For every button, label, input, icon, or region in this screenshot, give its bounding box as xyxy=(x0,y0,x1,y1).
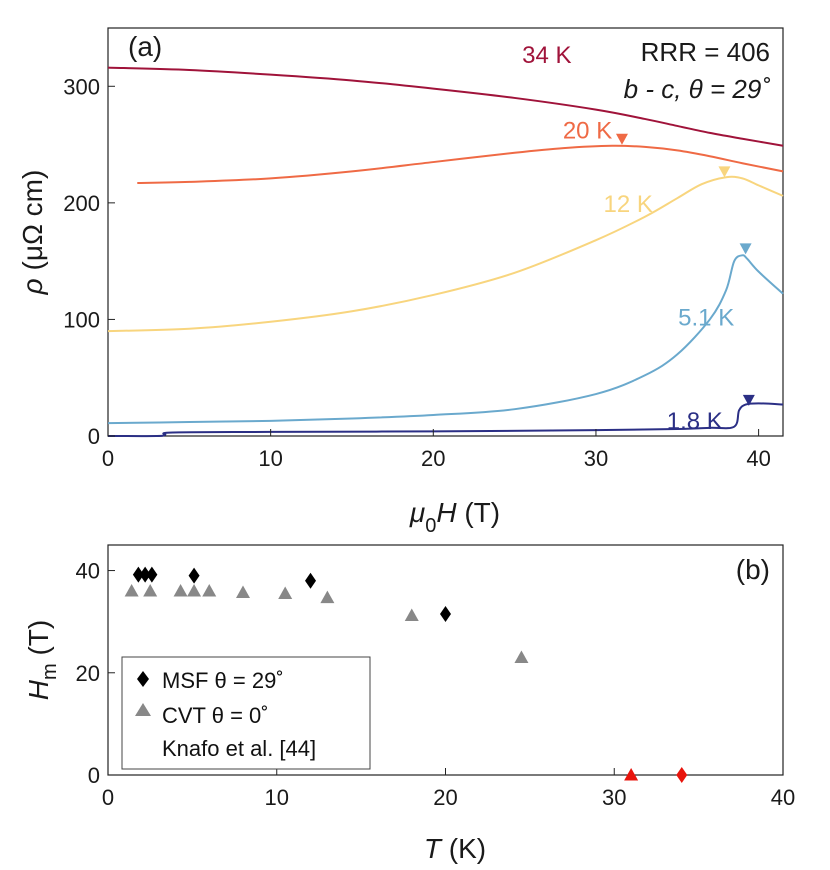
panel-b-label: (b) xyxy=(736,554,770,585)
series-label: 5.1 K xyxy=(678,304,734,331)
series-label: 1.8 K xyxy=(667,408,723,435)
b-xtick-label: 30 xyxy=(602,785,626,810)
series-label: 12 K xyxy=(604,191,653,218)
panel-b-ylabel: Hm (T) xyxy=(23,620,61,700)
data-point-diamond xyxy=(146,566,158,583)
data-point-triangle xyxy=(143,584,158,597)
b-xtick-label: 20 xyxy=(433,785,457,810)
anomaly-marker xyxy=(718,166,731,178)
legend-diamond-marker xyxy=(137,671,149,687)
ylabel-rho: ρ xyxy=(17,278,48,295)
panel-a: 34 K 20 K 12 K 5.1 K 1.8 K 0 10 20 30 40 0 100 200 3… xyxy=(17,27,784,537)
legend-triangle-marker xyxy=(135,703,151,716)
b-xtick-label: 0 xyxy=(102,785,114,810)
data-point-diamond xyxy=(440,606,451,622)
data-point-diamond xyxy=(132,566,144,583)
b-xtick-label: 40 xyxy=(771,785,795,810)
xlabel-T: T xyxy=(424,833,443,864)
legend-entry-cvt: CVT θ = 0˚ xyxy=(162,703,269,728)
legend-entry-knafo: Knafo et al. [44] xyxy=(162,736,316,761)
data-point-triangle xyxy=(278,586,293,600)
ylabel-unit: (μΩ cm) xyxy=(17,170,48,279)
xlabel-sub: 0 xyxy=(425,515,436,537)
xlabel-T-unit: (K) xyxy=(441,833,486,864)
a-xtick-label: 10 xyxy=(258,446,282,471)
data-point-diamond xyxy=(305,572,316,589)
series-line-34-K xyxy=(107,66,784,147)
data-point-diamond xyxy=(676,767,688,783)
legend-entry-msf: MSF θ = 29˚ xyxy=(162,668,284,693)
legend: MSF θ = 29˚ CVT θ = 0˚ Knafo et al. [44] xyxy=(121,656,371,770)
a-ytick-label: 300 xyxy=(63,74,100,99)
a-xtick-label: 20 xyxy=(421,446,445,471)
data-point-triangle xyxy=(404,608,419,622)
panel-b-xlabel: T (K) xyxy=(424,833,486,864)
data-point-triangle xyxy=(173,584,188,597)
series-label: 20 K xyxy=(563,118,612,145)
b-ytick-label: 20 xyxy=(76,661,100,686)
panel-a-xlabel: μ0H (T) xyxy=(409,497,500,537)
data-point-triangle xyxy=(124,584,139,597)
data-point-triangle xyxy=(187,584,202,597)
a-xtick-label: 40 xyxy=(746,446,770,471)
b-xtick-label: 10 xyxy=(265,785,289,810)
panel-a-label: (a) xyxy=(128,31,162,62)
ylabel-H: H xyxy=(23,679,54,700)
ylabel-sub: m xyxy=(39,663,61,680)
xlabel-unit: (T) xyxy=(457,497,501,528)
series-label: 34 K xyxy=(522,42,571,69)
a-ytick-label: 0 xyxy=(88,424,100,449)
a-xtick-label: 0 xyxy=(102,446,114,471)
series-line-12-K xyxy=(107,175,784,333)
data-point-triangle xyxy=(320,590,335,604)
xlabel-var: H xyxy=(436,497,457,528)
anomaly-marker xyxy=(739,243,752,255)
b-ytick-label: 0 xyxy=(88,763,100,788)
panel-a-frame xyxy=(107,27,784,437)
data-point-triangle xyxy=(514,650,529,663)
data-point-diamond xyxy=(139,566,151,583)
a-ytick-label: 200 xyxy=(63,191,100,216)
ylabel-H-unit: (T) xyxy=(23,620,54,664)
series-line-20-K xyxy=(137,144,784,185)
a-xtick-label: 30 xyxy=(584,446,608,471)
a-ytick-label: 100 xyxy=(63,307,100,332)
panel-b: 0 10 20 30 40 0 20 40 (b) MSF θ = 29˚ CVT θ = 0… xyxy=(23,544,795,864)
anomaly-marker xyxy=(615,133,628,145)
anomaly-marker xyxy=(742,394,755,406)
orientation-annotation: b - c, θ = 29˚ xyxy=(624,74,771,104)
panel-a-ylabel: ρ (μΩ cm) xyxy=(17,170,48,296)
rrr-annotation: RRR = 406 xyxy=(641,37,770,67)
legend-box xyxy=(121,656,371,770)
data-point-triangle xyxy=(236,585,250,599)
series-line-5-1-K xyxy=(107,254,784,425)
data-point-diamond xyxy=(188,567,200,584)
data-point-triangle xyxy=(202,584,217,597)
data-point-triangle xyxy=(624,768,639,781)
b-ytick-label: 40 xyxy=(76,559,100,584)
xlabel-mu: μ xyxy=(409,497,425,528)
